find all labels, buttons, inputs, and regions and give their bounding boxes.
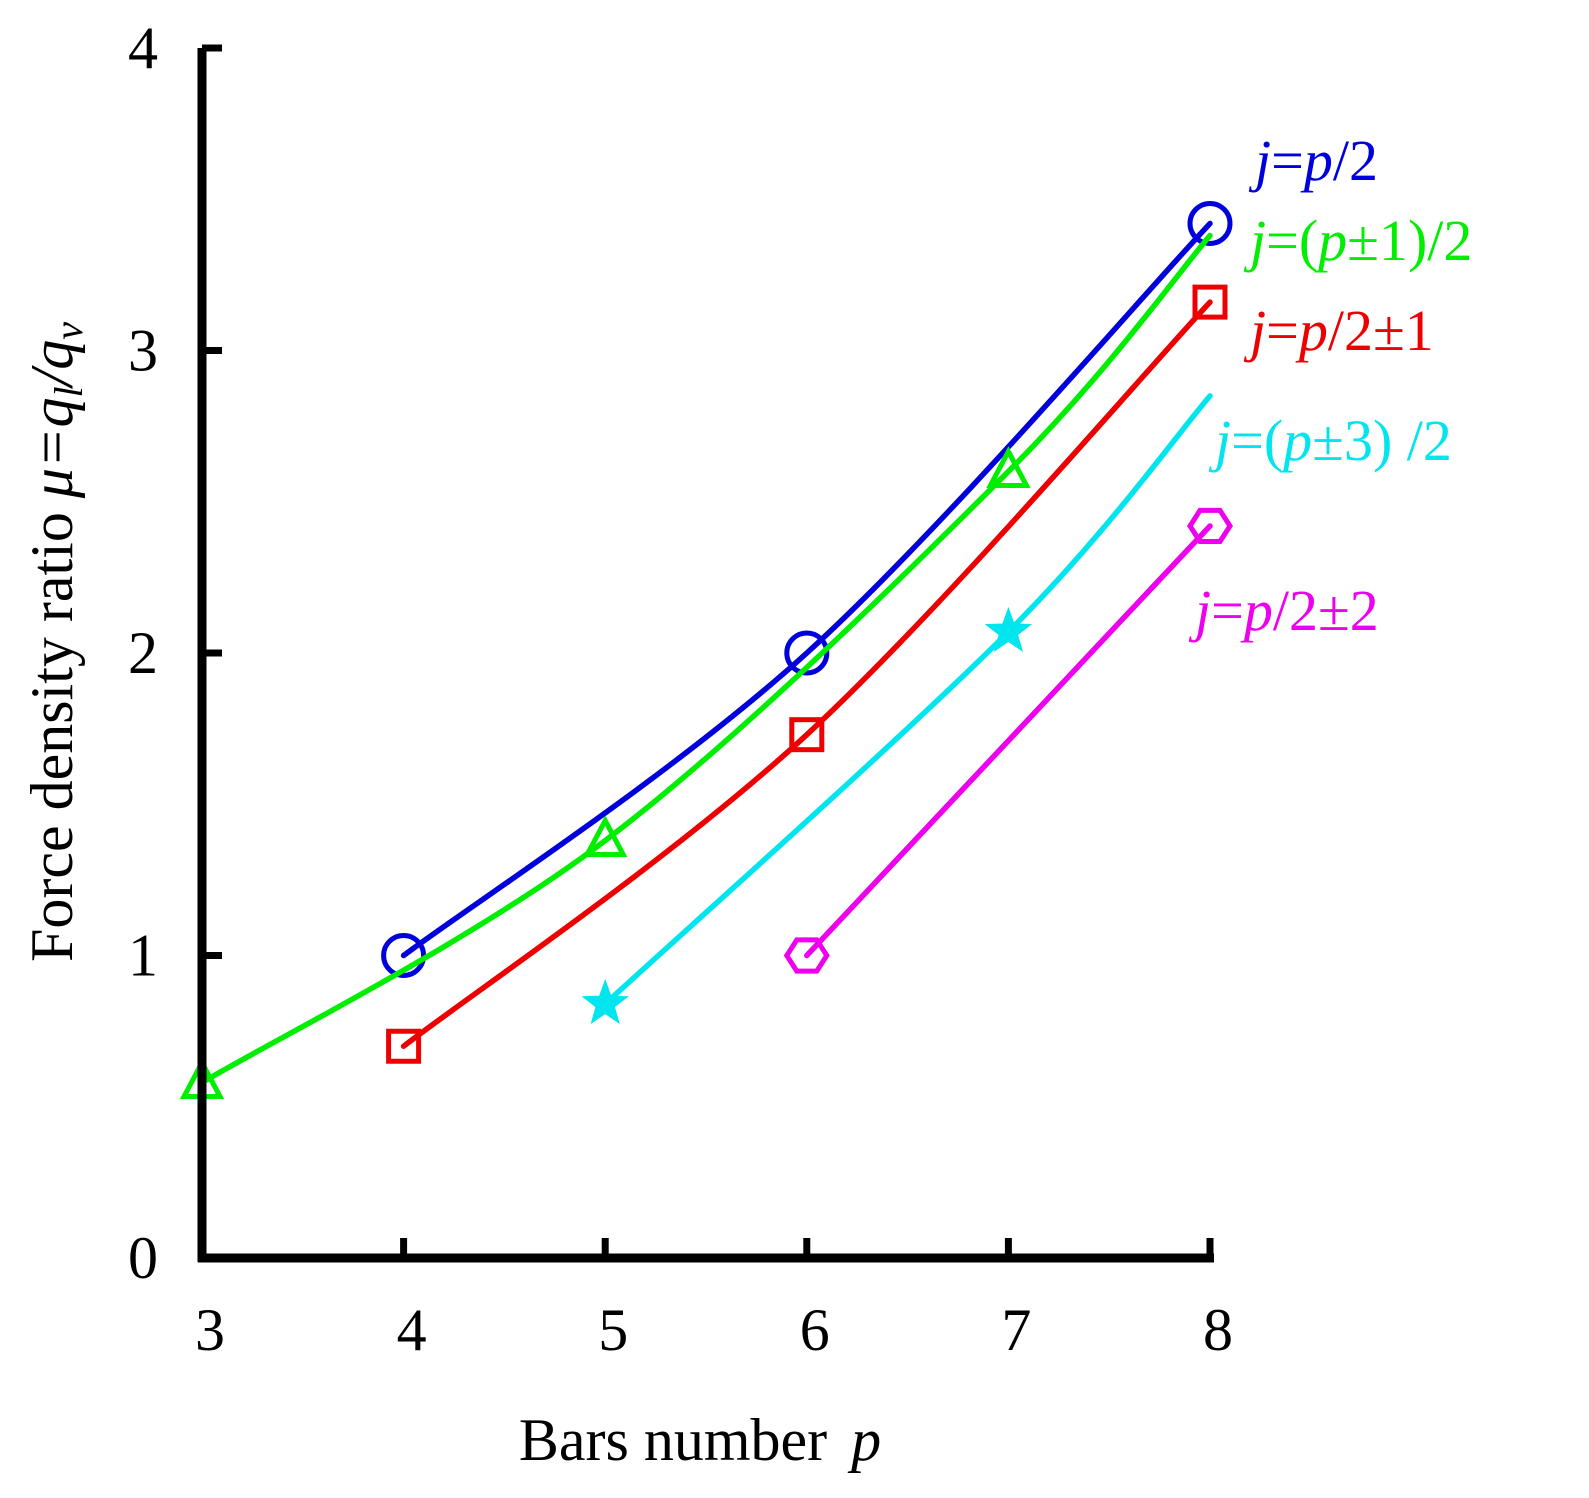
legend-label-part: p xyxy=(1279,408,1312,473)
legend-label-part: j xyxy=(1248,128,1271,193)
x-tick-label: 3 xyxy=(195,1297,225,1363)
legend-label-part: p xyxy=(1314,208,1347,273)
legend-label-part: =( xyxy=(1266,208,1318,273)
y-tick-label: 4 xyxy=(128,15,158,81)
marker-circle xyxy=(784,630,830,676)
y-tick-label: 3 xyxy=(128,318,158,384)
series-line xyxy=(400,220,1213,959)
marker-hexagon xyxy=(1187,507,1233,544)
legend-label-part: ±1)/2 xyxy=(1347,208,1472,273)
legend-label-part: ±3) /2 xyxy=(1312,408,1452,473)
legend-label-part: /2 xyxy=(1333,128,1378,193)
series-1 xyxy=(381,200,1233,978)
legend-label-part: = xyxy=(1271,128,1304,193)
legend-label: j=p/2±1 xyxy=(1243,298,1434,363)
y-tick-label: 2 xyxy=(128,620,158,686)
y-axis-title-var: μ=q xyxy=(19,398,85,500)
legend-label-part: j xyxy=(1243,208,1266,273)
legend-label: j=p/2 xyxy=(1248,128,1378,193)
y-tick-label: 0 xyxy=(128,1225,158,1291)
x-tick-label: 5 xyxy=(598,1297,628,1363)
x-tick-label: 7 xyxy=(1001,1297,1031,1363)
series-5 xyxy=(783,507,1233,974)
y-axis-title: Force density ratio μ=ql/qv xyxy=(19,322,91,962)
y-axis-title-sub1: l xyxy=(46,386,91,397)
axes: 0 1 2 3 4 3 4 5 6 7 8 xyxy=(128,15,1233,1363)
legend-label-part: j xyxy=(1208,408,1231,473)
y-axis-title-mid: /q xyxy=(19,340,85,390)
marker-star xyxy=(984,606,1033,652)
axis-labels: Bars number p Force density ratio μ=ql/qv xyxy=(19,322,881,1473)
marker-square xyxy=(789,717,825,753)
marker-hexagon xyxy=(783,937,830,974)
x-axis-title: Bars number p xyxy=(519,1407,881,1473)
y-axis-title-text: Force density ratio xyxy=(19,512,85,962)
x-tick-label: 4 xyxy=(397,1297,427,1363)
y-axis-title-sub2: v xyxy=(46,322,91,340)
marker-triangle xyxy=(986,446,1031,488)
series-4 xyxy=(581,393,1213,1025)
x-tick-label: 6 xyxy=(800,1297,830,1363)
legend-label-part: j xyxy=(1188,578,1211,643)
marker-square xyxy=(386,1028,422,1064)
x-axis-title-var: p xyxy=(847,1407,881,1473)
legend: j=p/2j=(p±1)/2j=p/2±1j=(p±3) /2j=p/2±2 xyxy=(1188,128,1472,643)
legend-label-part: p xyxy=(1295,298,1328,363)
legend-label-part: =( xyxy=(1231,408,1283,473)
legend-label-part: p xyxy=(1300,128,1333,193)
series-line xyxy=(602,393,1213,1007)
legend-label-part: = xyxy=(1266,298,1299,363)
x-tick-label: 8 xyxy=(1203,1297,1233,1363)
legend-label-part: /2±2 xyxy=(1273,578,1379,643)
series-line xyxy=(199,232,1213,1086)
legend-label: j=(p±3) /2 xyxy=(1208,408,1452,473)
y-tick-label: 1 xyxy=(128,923,158,989)
series-layer xyxy=(179,200,1233,1100)
legend-label: j=(p±1)/2 xyxy=(1243,208,1472,273)
legend-label-part: p xyxy=(1240,578,1273,643)
series-2 xyxy=(179,232,1213,1100)
series-3 xyxy=(386,284,1228,1064)
marker-circle xyxy=(1187,200,1233,246)
marker-square xyxy=(1192,284,1228,320)
legend-label-part: = xyxy=(1211,578,1244,643)
legend-label: j=p/2±2 xyxy=(1188,578,1379,643)
x-axis-title-text: Bars number xyxy=(519,1407,827,1473)
marker-star xyxy=(581,978,629,1025)
legend-label-part: /2±1 xyxy=(1328,298,1434,363)
series-line xyxy=(804,523,1213,959)
marker-triangle xyxy=(583,815,628,858)
series-line xyxy=(400,299,1213,1049)
legend-label-part: j xyxy=(1243,298,1266,363)
